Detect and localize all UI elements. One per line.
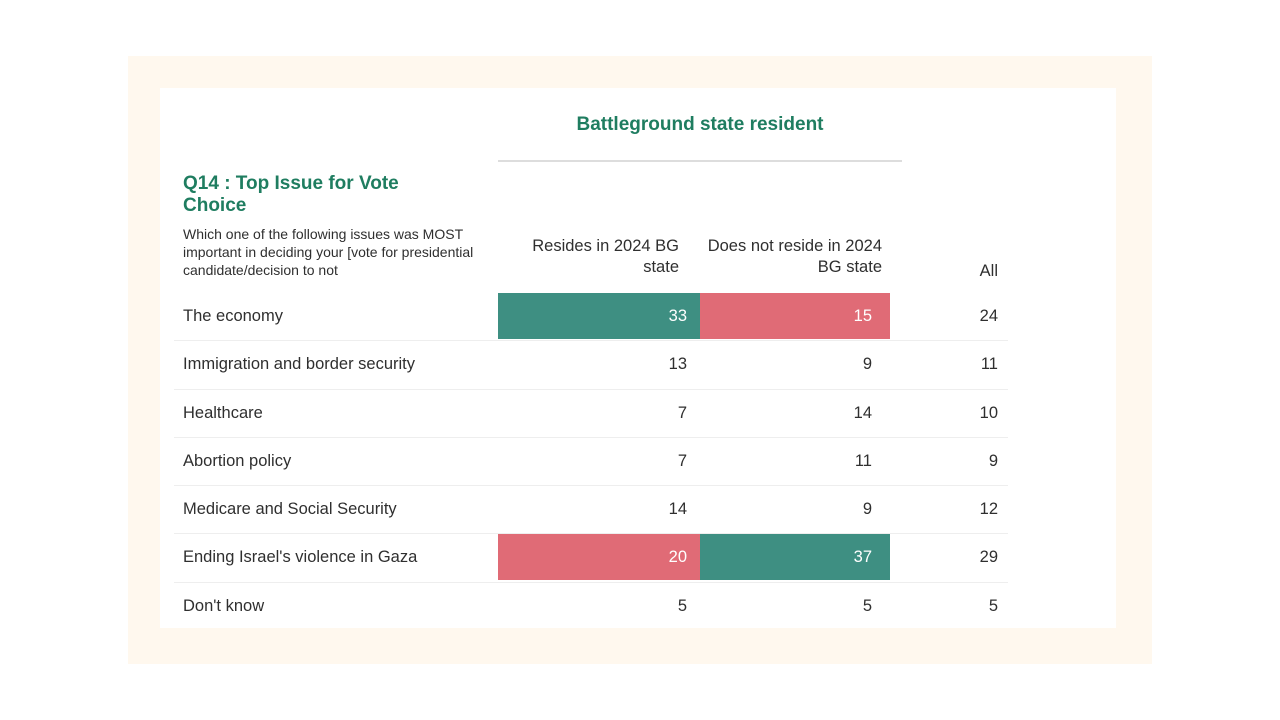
- value-all: 5: [988, 596, 998, 615]
- value-all: 12: [979, 500, 998, 519]
- value-all: 24: [979, 307, 998, 325]
- group-header: Battleground state resident: [576, 114, 824, 135]
- value-resides: 13: [668, 355, 687, 374]
- column-header-resides: Resides in 2024 BG state: [532, 237, 679, 276]
- value-not-reside: 14: [853, 403, 872, 422]
- value-resides: 20: [498, 534, 700, 581]
- value-resides: 7: [677, 451, 687, 470]
- table-row: Abortion policy 7 11 9: [174, 438, 1008, 487]
- row-label: The economy: [183, 307, 283, 325]
- row-label: Ending Israel's violence in Gaza: [183, 548, 418, 567]
- value-not-reside: 37: [700, 534, 890, 581]
- question-text: Which one of the following issues was MO…: [183, 226, 474, 278]
- value-all: 29: [979, 548, 998, 567]
- value-resides: 7: [677, 403, 687, 422]
- value-all: 11: [980, 355, 998, 374]
- group-header-rule: [498, 160, 902, 162]
- value-not-reside: 9: [862, 500, 872, 519]
- row-label: Don't know: [183, 596, 265, 615]
- value-not-reside: 5: [862, 596, 872, 615]
- table-row: Immigration and border security 13 9 11: [174, 341, 1008, 390]
- row-label: Healthcare: [183, 403, 263, 422]
- table-row: Ending Israel's violence in Gaza 20 37 29: [174, 534, 1008, 583]
- value-resides: 14: [668, 500, 687, 519]
- row-label: Immigration and border security: [183, 355, 416, 374]
- table-row: Don't know 5 5 5: [174, 583, 1008, 630]
- table-row: Healthcare 7 14 10: [174, 390, 1008, 438]
- column-header-all: All: [979, 262, 998, 280]
- row-label: Medicare and Social Security: [183, 500, 397, 519]
- table-row: The economy 33 15 24: [174, 293, 1008, 342]
- row-label: Abortion policy: [183, 451, 292, 470]
- value-not-reside: 9: [862, 355, 872, 374]
- table-row: Medicare and Social Security 14 9 12: [174, 486, 1008, 535]
- value-all: 9: [988, 451, 998, 470]
- value-resides: 33: [498, 293, 700, 339]
- value-not-reside: 15: [700, 293, 890, 339]
- value-not-reside: 11: [854, 451, 872, 470]
- table-body: The economy 33 15 24 Immigration and border …: [174, 293, 1008, 630]
- value-resides: 5: [677, 596, 687, 615]
- value-all: 10: [979, 403, 998, 422]
- question-title: Q14 : Top Issue for Vote Choice: [183, 173, 399, 216]
- column-header-not-reside: Does not reside in 2024 BG state: [707, 237, 882, 276]
